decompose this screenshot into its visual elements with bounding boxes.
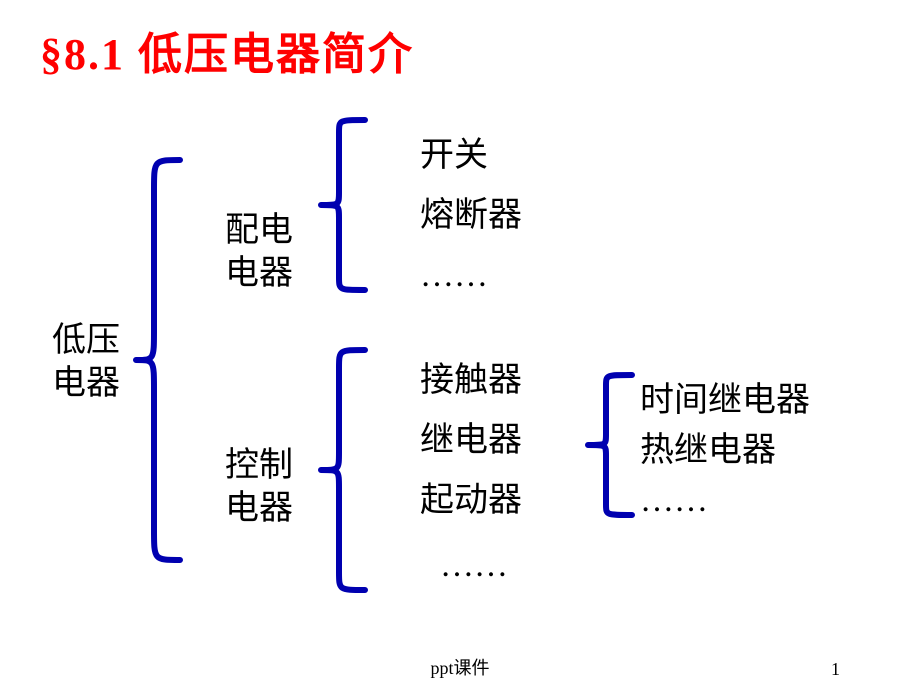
footer-label: ppt课件 (430, 654, 489, 680)
slide-stage: §8.1 低压电器简介 低压 电器 配电 电器 控制 电器 开关 熔断器 …… … (0, 0, 920, 690)
brace-relay (0, 0, 920, 690)
footer-page: 1 (831, 659, 840, 680)
